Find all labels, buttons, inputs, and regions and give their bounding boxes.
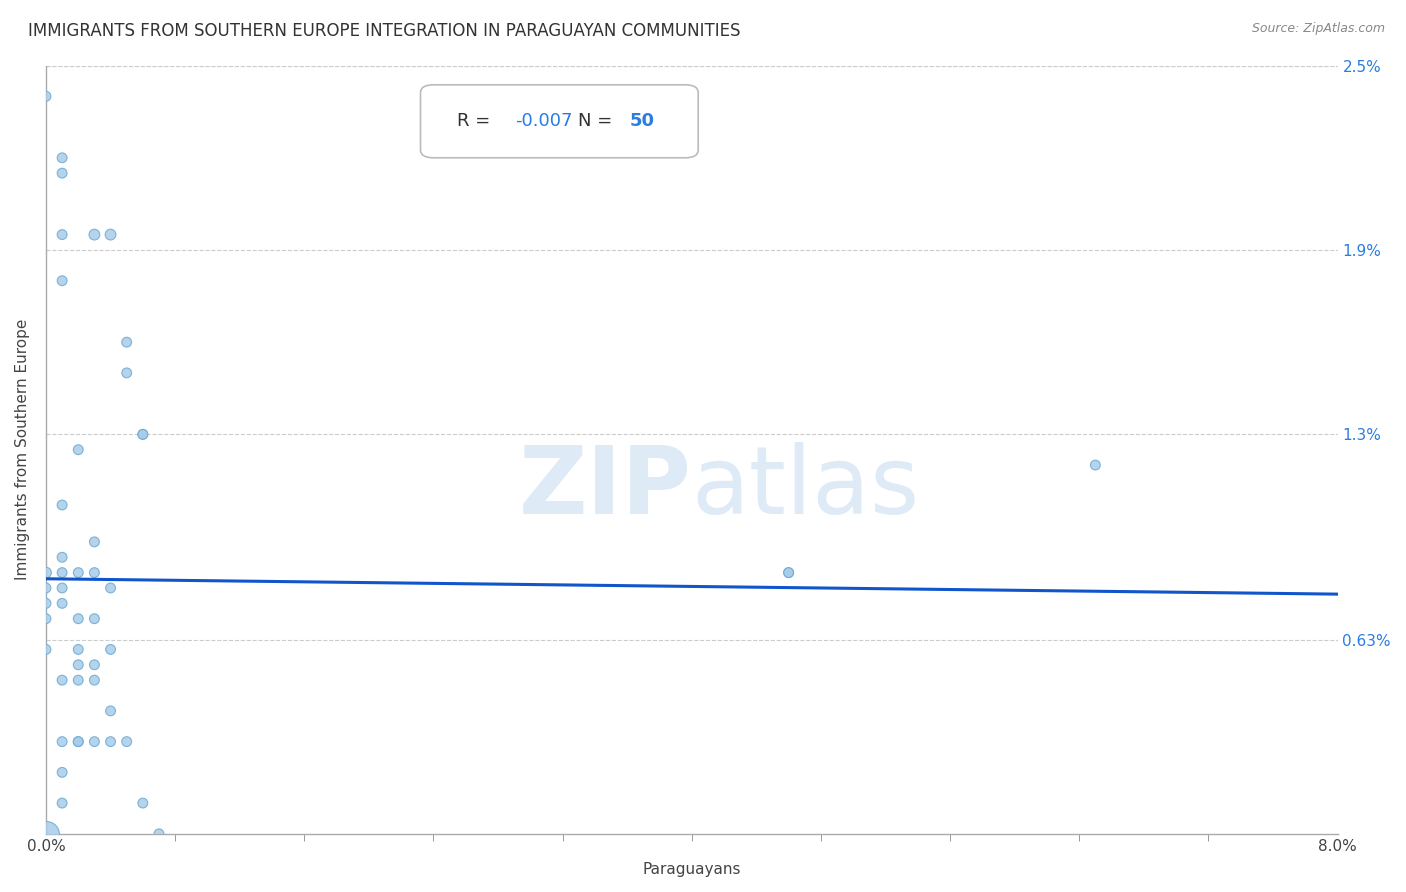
Point bbox=[51, 765, 73, 780]
Point bbox=[100, 642, 122, 657]
Point bbox=[100, 734, 122, 748]
Y-axis label: Immigrants from Southern Europe: Immigrants from Southern Europe bbox=[15, 319, 30, 581]
Text: N =: N = bbox=[578, 112, 619, 130]
Point bbox=[67, 612, 90, 626]
Point bbox=[132, 427, 155, 442]
Point bbox=[778, 566, 800, 580]
Point bbox=[115, 734, 138, 748]
Point bbox=[35, 89, 58, 103]
Point bbox=[35, 566, 58, 580]
Point bbox=[51, 673, 73, 688]
Point bbox=[83, 734, 105, 748]
Point bbox=[51, 151, 73, 165]
Point bbox=[67, 442, 90, 457]
Point bbox=[51, 596, 73, 610]
Point bbox=[83, 612, 105, 626]
Point bbox=[51, 734, 73, 748]
Point bbox=[83, 566, 105, 580]
Point bbox=[51, 566, 73, 580]
Text: -0.007: -0.007 bbox=[515, 112, 572, 130]
Point bbox=[35, 581, 58, 595]
Text: IMMIGRANTS FROM SOUTHERN EUROPE INTEGRATION IN PARAGUAYAN COMMUNITIES: IMMIGRANTS FROM SOUTHERN EUROPE INTEGRAT… bbox=[28, 22, 741, 40]
FancyBboxPatch shape bbox=[420, 85, 699, 158]
Point bbox=[35, 642, 58, 657]
Point bbox=[83, 534, 105, 549]
Point bbox=[67, 673, 90, 688]
Point bbox=[67, 734, 90, 748]
Point bbox=[51, 550, 73, 565]
Point bbox=[115, 335, 138, 350]
Point bbox=[83, 673, 105, 688]
Point bbox=[778, 566, 800, 580]
Point bbox=[51, 796, 73, 810]
Point bbox=[83, 657, 105, 672]
Point bbox=[1084, 458, 1107, 472]
Point bbox=[83, 227, 105, 242]
Point bbox=[67, 657, 90, 672]
Point bbox=[51, 227, 73, 242]
X-axis label: Paraguayans: Paraguayans bbox=[643, 862, 741, 877]
Text: atlas: atlas bbox=[692, 442, 920, 534]
Text: ZIP: ZIP bbox=[519, 442, 692, 534]
Point bbox=[132, 427, 155, 442]
Text: R =: R = bbox=[457, 112, 496, 130]
Point bbox=[100, 704, 122, 718]
Point bbox=[67, 566, 90, 580]
Point bbox=[148, 827, 170, 841]
Text: 50: 50 bbox=[630, 112, 655, 130]
Point bbox=[51, 498, 73, 512]
Point bbox=[100, 581, 122, 595]
Point bbox=[67, 642, 90, 657]
Point bbox=[51, 166, 73, 180]
Point bbox=[35, 596, 58, 610]
Point bbox=[51, 581, 73, 595]
Point bbox=[115, 366, 138, 380]
Point bbox=[67, 734, 90, 748]
Point bbox=[35, 827, 58, 841]
Point bbox=[132, 796, 155, 810]
Point bbox=[35, 612, 58, 626]
Point bbox=[100, 227, 122, 242]
Text: Source: ZipAtlas.com: Source: ZipAtlas.com bbox=[1251, 22, 1385, 36]
Point bbox=[51, 274, 73, 288]
